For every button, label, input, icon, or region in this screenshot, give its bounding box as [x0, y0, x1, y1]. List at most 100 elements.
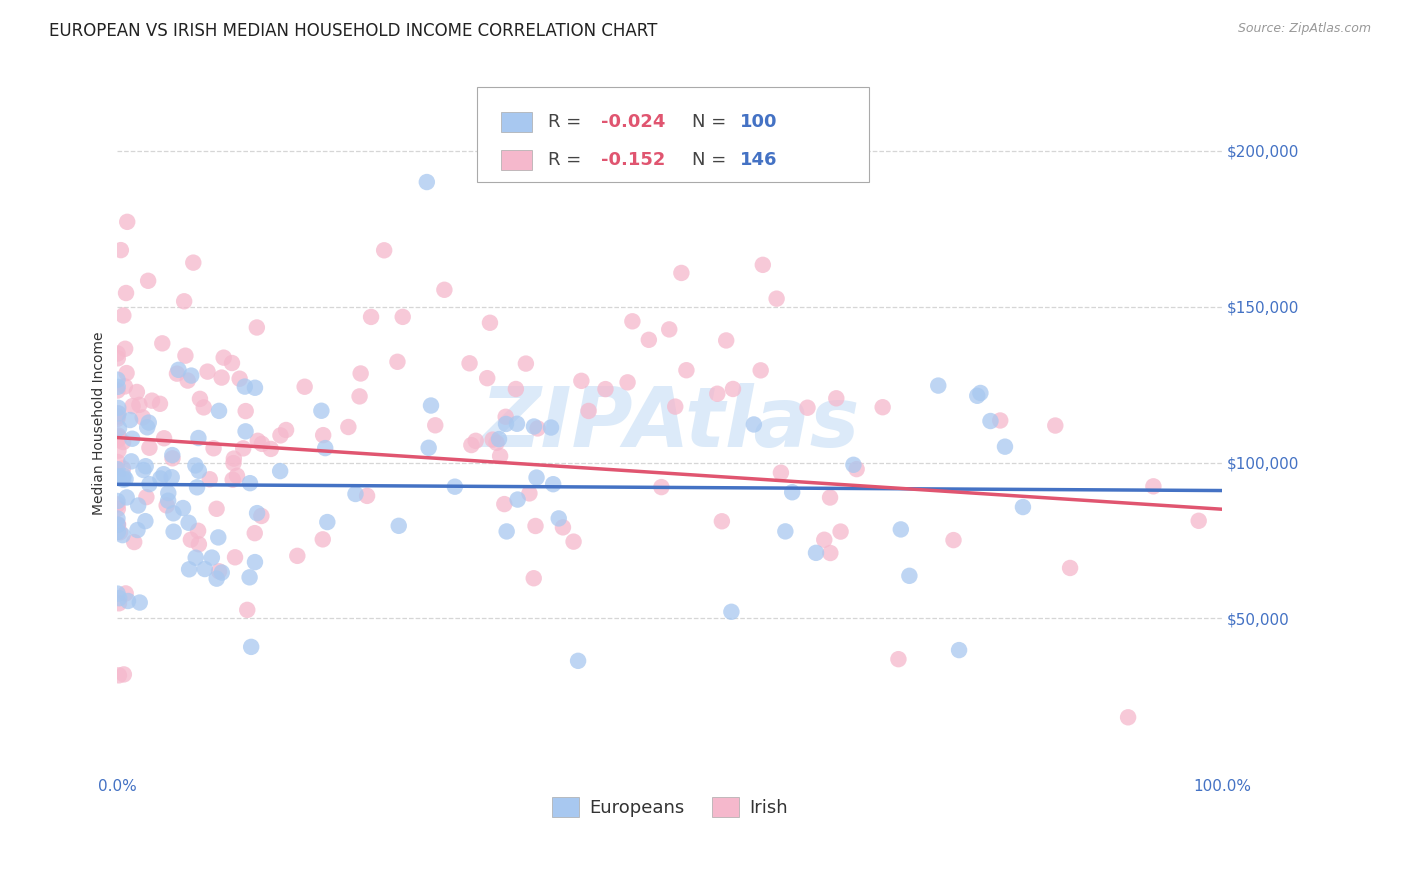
Europeans	[233, 379, 256, 393]
Irish	[505, 382, 527, 396]
Europeans	[495, 524, 517, 539]
Europeans	[107, 524, 129, 539]
Europeans	[121, 432, 143, 446]
Irish	[232, 442, 254, 456]
Irish	[115, 366, 138, 380]
Europeans	[107, 469, 129, 483]
Irish	[671, 266, 693, 280]
Irish	[350, 367, 373, 381]
Europeans	[120, 413, 142, 427]
Irish	[197, 365, 219, 379]
Irish	[235, 404, 257, 418]
Europeans	[444, 480, 467, 494]
Irish	[135, 490, 157, 504]
Irish	[107, 428, 129, 442]
FancyBboxPatch shape	[501, 151, 531, 170]
Irish	[188, 392, 211, 406]
Europeans	[108, 591, 131, 606]
Irish	[765, 292, 787, 306]
Europeans	[128, 595, 150, 609]
Europeans	[162, 448, 184, 462]
Irish	[107, 443, 129, 458]
Irish	[285, 549, 308, 563]
Irish	[198, 472, 221, 486]
Irish	[637, 333, 659, 347]
Europeans	[420, 399, 443, 413]
Europeans	[842, 458, 865, 472]
Irish	[260, 442, 283, 456]
Irish	[872, 401, 894, 415]
Irish	[356, 489, 378, 503]
Europeans	[160, 470, 183, 484]
Europeans	[979, 414, 1001, 428]
Europeans	[107, 401, 129, 415]
Europeans	[152, 467, 174, 482]
Europeans	[107, 517, 129, 532]
Europeans	[115, 491, 138, 505]
Irish	[128, 398, 150, 412]
Irish	[1142, 479, 1164, 493]
Irish	[523, 571, 546, 585]
Europeans	[994, 440, 1017, 454]
Irish	[706, 386, 728, 401]
Irish	[176, 374, 198, 388]
Text: EUROPEAN VS IRISH MEDIAN HOUSEHOLD INCOME CORRELATION CHART: EUROPEAN VS IRISH MEDIAN HOUSEHOLD INCOM…	[49, 22, 658, 40]
Irish	[569, 374, 592, 388]
Europeans	[506, 492, 529, 507]
Irish	[115, 215, 138, 229]
Irish	[187, 524, 209, 538]
Irish	[519, 486, 541, 500]
Text: Source: ZipAtlas.com: Source: ZipAtlas.com	[1237, 22, 1371, 36]
Irish	[212, 351, 235, 365]
Irish	[108, 596, 131, 610]
Irish	[818, 491, 841, 505]
Europeans	[157, 493, 180, 508]
Irish	[150, 336, 173, 351]
Irish	[489, 449, 512, 463]
Europeans	[187, 464, 209, 478]
Legend: Europeans, Irish: Europeans, Irish	[544, 789, 796, 825]
Irish	[174, 349, 197, 363]
Irish	[749, 363, 772, 377]
Europeans	[138, 416, 160, 430]
Europeans	[948, 643, 970, 657]
Irish	[621, 314, 644, 328]
Irish	[107, 455, 129, 469]
Text: R =: R =	[548, 113, 588, 131]
FancyBboxPatch shape	[477, 87, 869, 182]
Europeans	[107, 407, 129, 421]
Irish	[1116, 710, 1139, 724]
Irish	[107, 501, 129, 516]
Europeans	[207, 530, 229, 544]
Irish	[187, 537, 209, 551]
Europeans	[890, 523, 912, 537]
Europeans	[186, 480, 208, 494]
Europeans	[117, 594, 139, 608]
Irish	[391, 310, 413, 324]
Irish	[650, 480, 672, 494]
Irish	[107, 384, 129, 398]
Europeans	[243, 381, 266, 395]
Irish	[149, 397, 172, 411]
Irish	[108, 431, 131, 445]
Irish	[181, 255, 204, 269]
Europeans	[243, 555, 266, 569]
Europeans	[134, 514, 156, 528]
Irish	[107, 409, 129, 424]
Irish	[524, 519, 547, 533]
Irish	[211, 370, 233, 384]
Irish	[153, 431, 176, 445]
Irish	[477, 371, 499, 385]
Europeans	[201, 550, 224, 565]
Irish	[526, 421, 548, 435]
Irish	[796, 401, 818, 415]
Irish	[114, 342, 136, 356]
Europeans	[547, 511, 569, 525]
Europeans	[775, 524, 797, 539]
Irish	[988, 413, 1011, 427]
Irish	[121, 399, 143, 413]
Europeans	[167, 363, 190, 377]
Irish	[111, 461, 134, 475]
Europeans	[418, 441, 440, 455]
Irish	[205, 501, 228, 516]
